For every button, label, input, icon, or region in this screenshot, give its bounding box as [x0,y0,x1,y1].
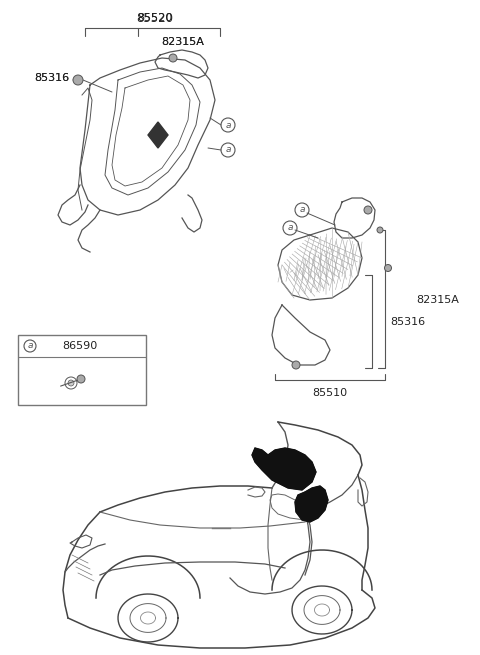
Polygon shape [148,122,168,148]
Text: 85316: 85316 [390,317,426,327]
Polygon shape [252,448,316,490]
Circle shape [77,375,85,383]
Text: 85510: 85510 [312,388,348,398]
Text: 86590: 86590 [62,341,97,351]
Text: a: a [27,341,33,350]
Text: 82315A: 82315A [162,37,204,47]
Circle shape [292,361,300,369]
Text: 85520: 85520 [136,12,173,24]
Bar [18,335,146,405]
Polygon shape [295,486,328,522]
Circle shape [364,206,372,214]
Text: a: a [299,206,305,214]
Text: 85316: 85316 [35,73,70,83]
Text: a: a [225,121,231,130]
Text: a: a [287,223,293,233]
Circle shape [384,265,392,272]
Text: 85316: 85316 [35,73,70,83]
Circle shape [68,380,74,386]
Text: 82315A: 82315A [162,37,204,47]
Text: 85520: 85520 [137,13,173,23]
Circle shape [169,54,177,62]
Circle shape [377,227,383,233]
Text: 82315A: 82315A [417,295,459,305]
Circle shape [73,75,83,85]
Text: a: a [225,145,231,155]
